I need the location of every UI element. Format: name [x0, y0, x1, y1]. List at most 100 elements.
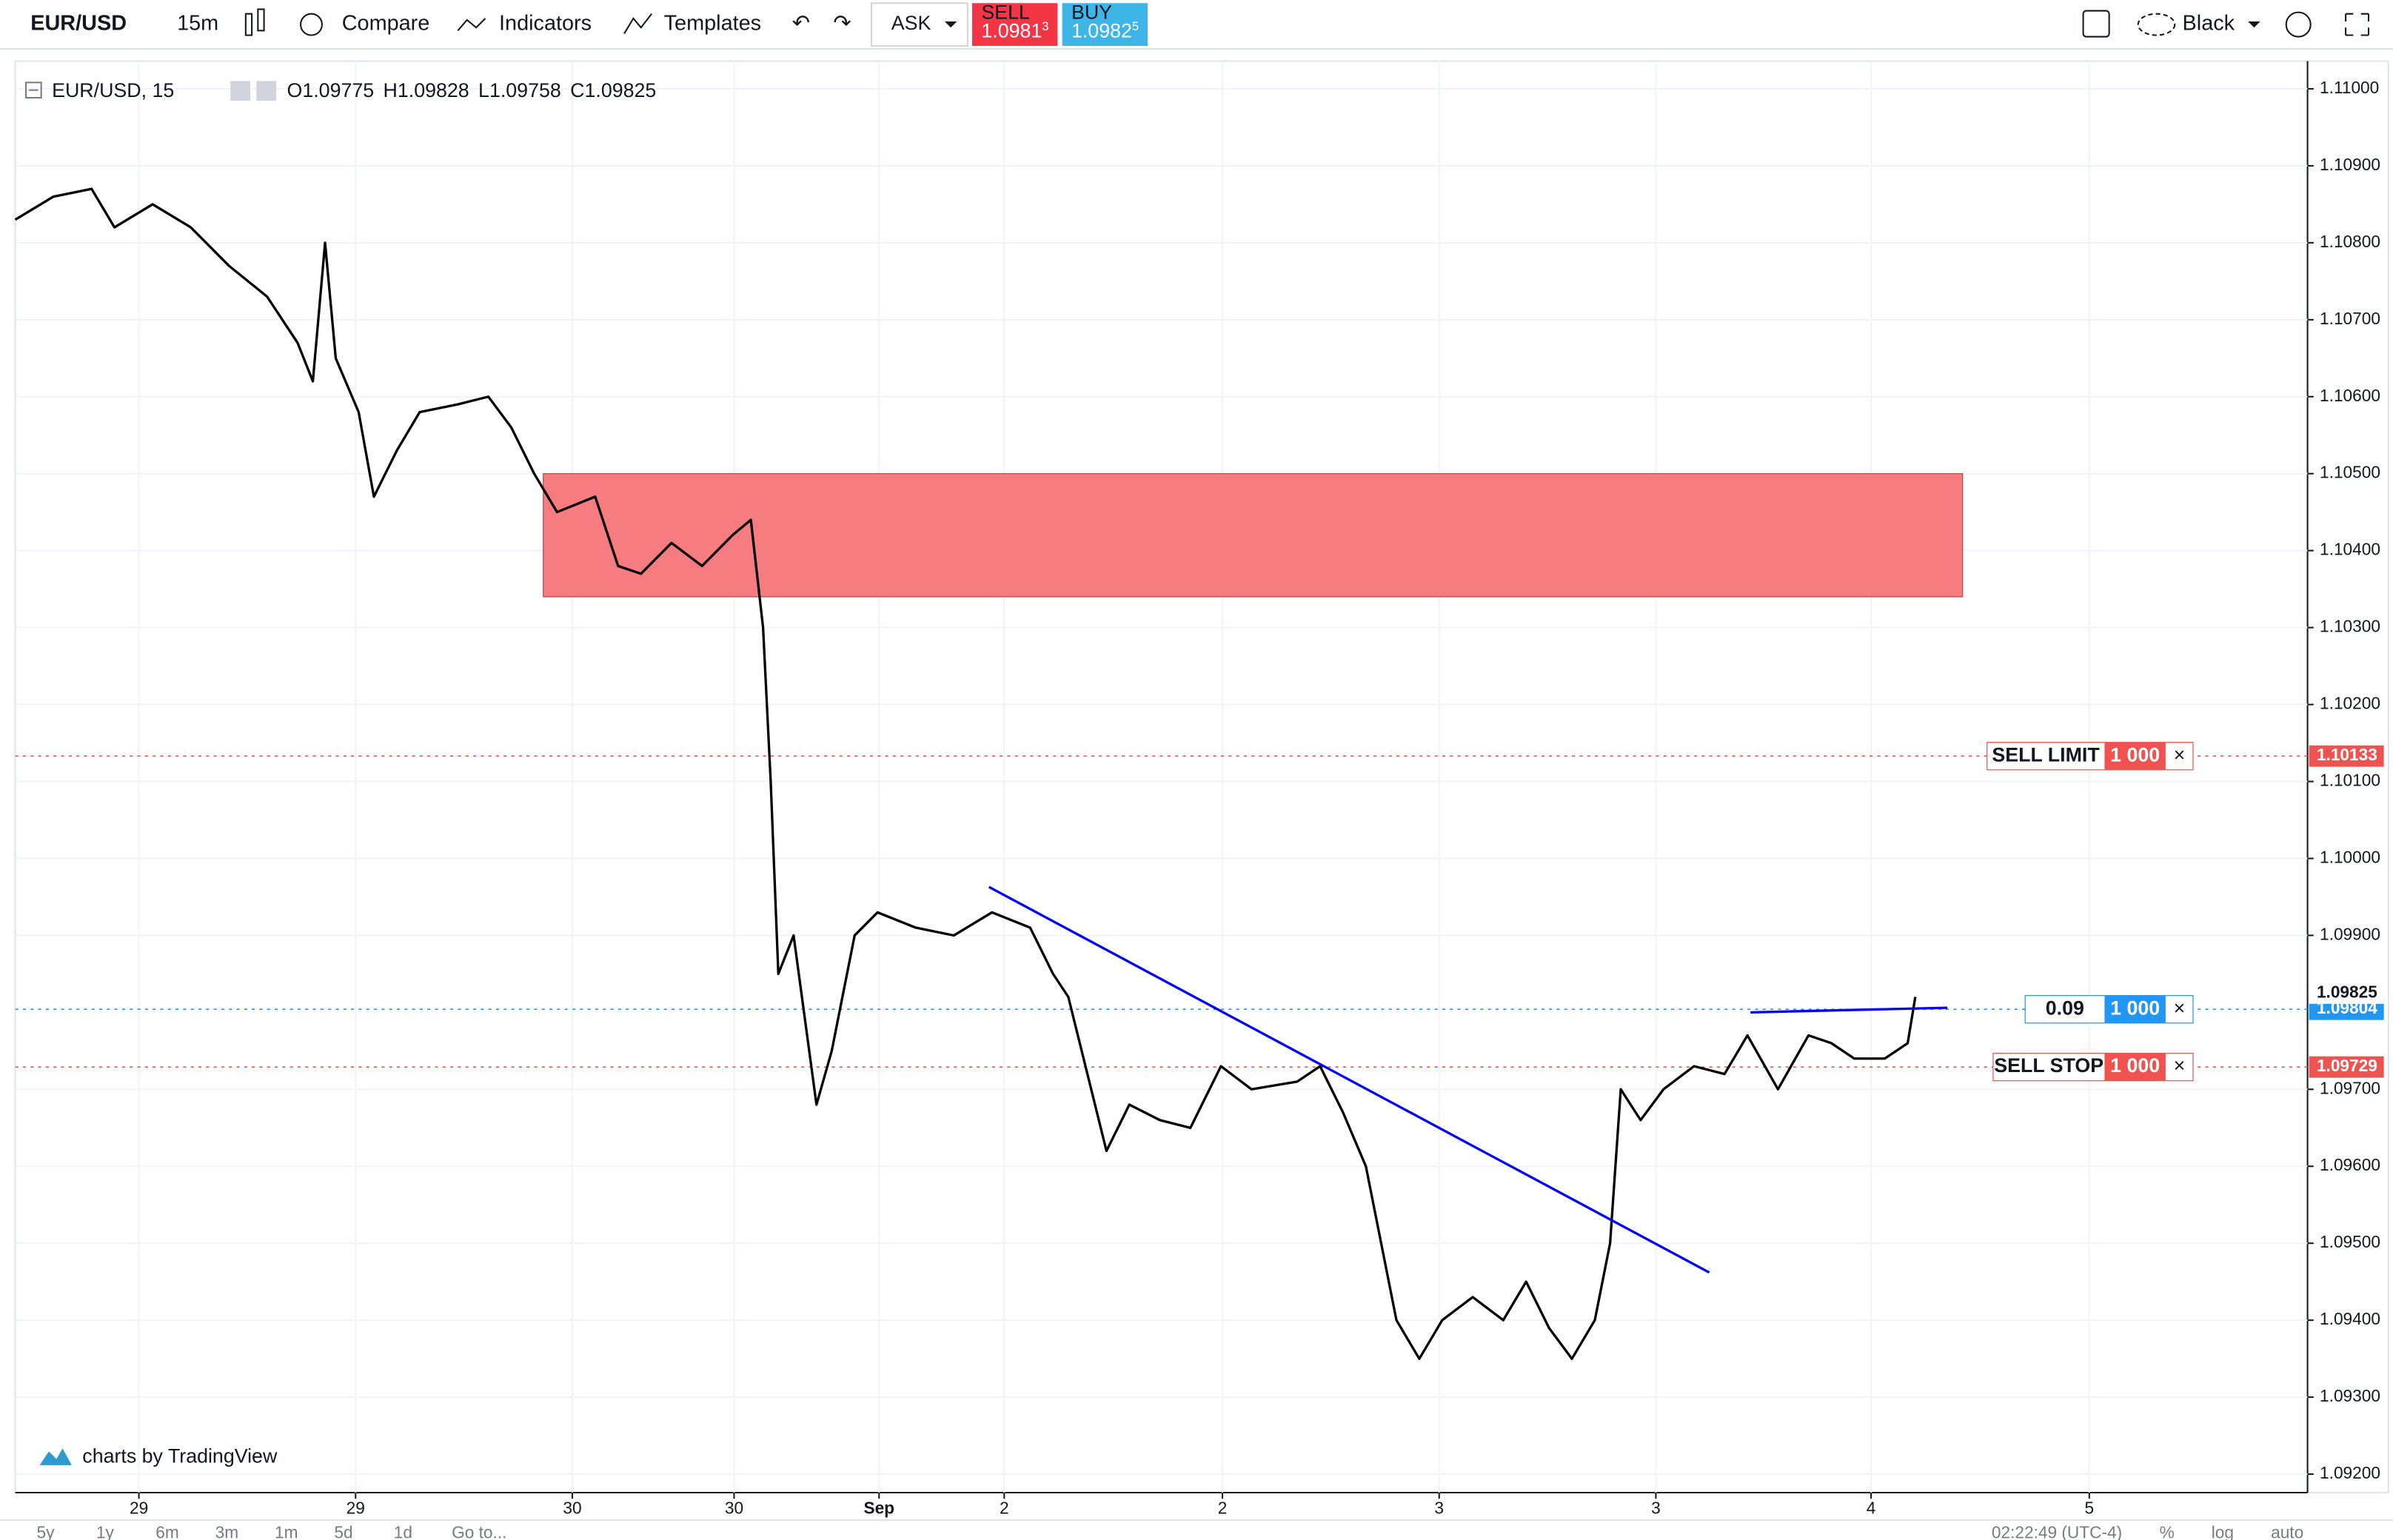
order-qty-box [2104, 1053, 2166, 1081]
collapse-button[interactable] [25, 81, 42, 99]
c-label: C [570, 79, 584, 101]
y-tick-label: 1.10800 [2320, 232, 2380, 251]
last-price-box [2309, 982, 2384, 1004]
y-tick-label: 1.10200 [2320, 694, 2380, 713]
watermark-logo [39, 1448, 72, 1465]
h-label: H [384, 79, 398, 101]
legend-ohlc: O1.09775 H1.09828 L1.09758 C1.09825 [287, 79, 657, 101]
x-tick-label: 30 [725, 1499, 743, 1518]
order-qty-box [2104, 742, 2166, 770]
y-tick-label: 1.09400 [2320, 1309, 2380, 1328]
y-tick-label: 1.10400 [2320, 540, 2380, 559]
compare-icon[interactable] [300, 13, 323, 36]
theme-button[interactable]: Black [2183, 12, 2235, 36]
y-tick-label: 1.10700 [2320, 309, 2380, 328]
x-tick-label: 29 [130, 1499, 148, 1518]
order-close[interactable]: × [2174, 1054, 2186, 1077]
y-tick-label: 1.10900 [2320, 155, 2380, 174]
y-tick-label: 1.10000 [2320, 847, 2380, 866]
watermark: charts by TradingView [39, 1445, 278, 1467]
indicators-icon[interactable] [457, 18, 486, 32]
legend-settings-button[interactable] [256, 81, 277, 101]
order-close[interactable]: × [2174, 997, 2186, 1019]
buy-label: BUY [1071, 1, 1112, 24]
y-tick-label: 1.10500 [2320, 463, 2380, 482]
x-tick-label: 2 [1218, 1499, 1228, 1518]
sell-label: SELL [981, 1, 1030, 24]
order-qty-box [2104, 995, 2166, 1023]
buy-price-sup: 5 [1132, 21, 1139, 34]
log-button[interactable]: log [2212, 1523, 2234, 1540]
goto-button[interactable]: Go to... [452, 1523, 506, 1540]
ask-label: ASK [891, 12, 931, 34]
cloud-icon[interactable] [2137, 13, 2176, 36]
buy-price-main: 1.0982 [1071, 19, 1132, 41]
watermark-text[interactable]: charts by TradingView [82, 1445, 278, 1467]
x-tick-label: 3 [1651, 1499, 1661, 1518]
order-qty: 1 000 [2110, 1054, 2160, 1077]
order-label: SELL LIMIT [1992, 743, 2100, 766]
settings-button[interactable] [2285, 11, 2312, 38]
buy-price: 1.09825 [1071, 19, 1139, 41]
order-close[interactable]: × [2174, 743, 2186, 766]
symbol-button[interactable]: EUR/USD [30, 12, 127, 36]
o-value: 1.09775 [302, 79, 374, 101]
x-tick-label: 2 [1000, 1499, 1009, 1518]
theme-arrow [2248, 21, 2260, 28]
x-tick-label: 3 [1434, 1499, 1444, 1518]
compare-button[interactable]: Compare [342, 12, 430, 36]
range-button[interactable]: 5d [334, 1523, 352, 1540]
x-tick-label: 5 [2085, 1499, 2095, 1518]
range-button[interactable]: 5y [36, 1523, 55, 1540]
y-tick-label: 1.09200 [2320, 1463, 2380, 1482]
o-label: O [287, 79, 303, 101]
y-tick-label: 1.09600 [2320, 1155, 2380, 1174]
range-button[interactable]: 1m [275, 1523, 298, 1540]
interval-button[interactable]: 15m [177, 12, 218, 36]
y-tick-label: 1.09300 [2320, 1386, 2380, 1405]
auto-button[interactable]: auto [2271, 1523, 2303, 1540]
clock: 02:22:49 (UTC-4) [1992, 1523, 2122, 1540]
redo-button[interactable]: ↷ [833, 12, 851, 36]
order-label: 0.09 [2046, 997, 2084, 1019]
y-tick-label: 1.10600 [2320, 386, 2380, 405]
c-value: 1.09825 [584, 79, 656, 101]
bottom-bar: Go to... 02:22:49 (UTC-4) % log auto 5y 1… [0, 1519, 2393, 1540]
range-button[interactable]: 1y [96, 1523, 115, 1540]
fullscreen-button[interactable] [2345, 13, 2370, 36]
sell-price-main: 1.0981 [981, 19, 1042, 41]
h-value: 1.09828 [398, 79, 469, 101]
ask-arrow [944, 21, 957, 28]
range-button[interactable]: 6m [155, 1523, 178, 1540]
legend-symbol: EUR/USD, 15 [52, 79, 174, 101]
range-button[interactable]: 1d [394, 1523, 412, 1540]
undo-button[interactable]: ↶ [792, 12, 810, 36]
fullscreen-box-button[interactable] [2082, 10, 2110, 38]
price-line-series [14, 187, 1917, 1360]
templates-icon[interactable] [623, 13, 652, 34]
supply-zone [543, 473, 1964, 597]
l-value: 1.09758 [489, 79, 561, 101]
indicators-button[interactable]: Indicators [499, 12, 592, 36]
y-tick-label: 1.09700 [2320, 1078, 2380, 1097]
y-tick-label: 1.09500 [2320, 1232, 2380, 1251]
x-tick-label: 29 [347, 1499, 365, 1518]
percent-button[interactable]: % [2160, 1523, 2175, 1540]
price-label-box [2309, 745, 2384, 767]
x-tick-label: Sep [863, 1499, 894, 1518]
y-tick-label: 1.10100 [2320, 770, 2380, 789]
trendline [1750, 1006, 1948, 1014]
legend: EUR/USD, 15 O1.09775 H1.09828 L1.09758 C1.0… [25, 79, 657, 101]
x-tick-label: 4 [1867, 1499, 1876, 1518]
sell-price-sup: 3 [1042, 21, 1048, 34]
range-button[interactable]: 3m [215, 1523, 238, 1540]
last-price-label: 1.09825 [2317, 982, 2377, 1001]
chart-style-icon[interactable] [244, 8, 265, 36]
sell-button[interactable] [972, 3, 1058, 46]
price-label: 1.09729 [2317, 1056, 2377, 1075]
grid [15, 61, 2314, 1499]
legend-eye-button[interactable] [230, 81, 251, 101]
sell-price: 1.09813 [981, 19, 1048, 41]
buy-button[interactable] [1062, 3, 1148, 46]
templates-button[interactable]: Templates [664, 12, 761, 36]
